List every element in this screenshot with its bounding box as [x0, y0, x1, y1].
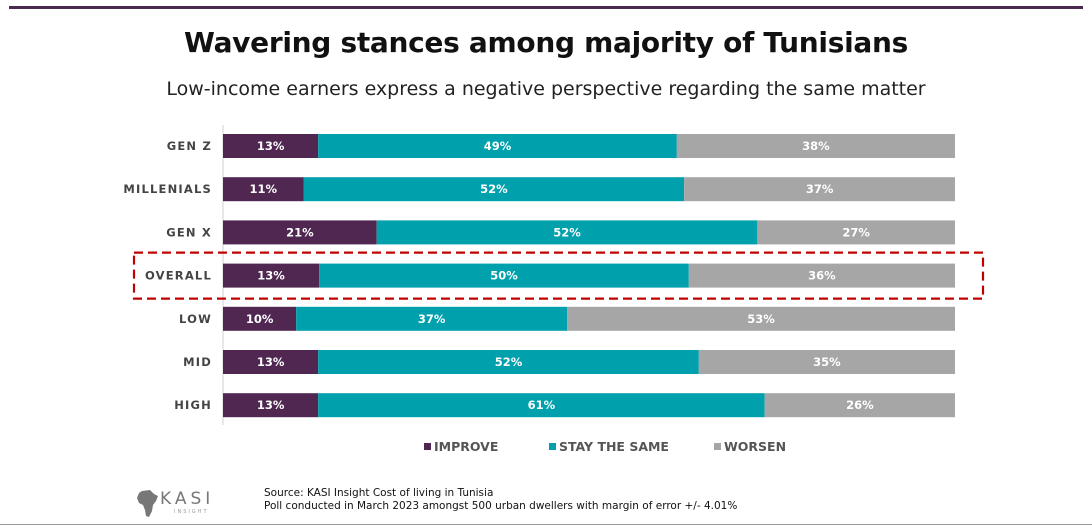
bar-segment-improve: [223, 220, 377, 245]
data-label: 13%: [257, 269, 285, 283]
bar-segment-worsen: [684, 177, 955, 202]
bar-segment-improve: [223, 263, 320, 288]
data-label: 21%: [286, 225, 314, 239]
category-label: OVERALL: [145, 269, 212, 283]
chart-subtitle: Low-income earners express a negative pe…: [166, 78, 926, 100]
africa-map-icon: [137, 490, 158, 517]
bar-segment-worsen: [567, 306, 955, 331]
bar-segment-worsen: [698, 350, 955, 374]
legend-label: WORSEN: [724, 439, 786, 454]
data-label: 13%: [257, 398, 285, 412]
legend-label: IMPROVE: [434, 439, 498, 454]
data-label: 52%: [480, 182, 508, 196]
logo-text: KASI: [160, 489, 215, 509]
data-label: 10%: [246, 312, 274, 326]
category-label: MID: [183, 355, 212, 369]
top-accent-bar: [9, 6, 1083, 9]
bar-segment-improve: [223, 393, 319, 418]
poll-note-line: Poll conducted in March 2023 amongst 500…: [264, 500, 738, 512]
bar-segment-improve: [223, 177, 304, 202]
stacked-bar-chart: GEN Z 13% 49% 38% MILLENIALS 11% 52% 37% GEN X 21…: [123, 125, 985, 454]
category-label: LOW: [179, 312, 212, 326]
bar-segment-improve: [223, 134, 319, 158]
bar-segment-improve: [223, 306, 297, 331]
bar-segment-worsen: [688, 263, 955, 288]
source-line: Source: KASI Insight Cost of living in T…: [264, 487, 494, 499]
bar-segment-stay-the-same: [303, 177, 685, 202]
chart-title: Wavering stances among majority of Tunis…: [184, 26, 908, 59]
data-label: 49%: [484, 139, 512, 153]
data-label: 50%: [490, 269, 518, 283]
data-label: 35%: [813, 355, 841, 369]
data-label: 13%: [257, 355, 285, 369]
overall-highlight-box: [132, 251, 985, 300]
bar-segment-worsen: [757, 220, 955, 245]
data-label: 37%: [806, 182, 834, 196]
bar-segment-stay-the-same: [318, 350, 699, 374]
legend-swatch: [424, 443, 431, 450]
bar-segment-stay-the-same: [296, 306, 568, 331]
category-label: GEN Z: [167, 139, 212, 153]
data-label: 38%: [802, 139, 830, 153]
bottom-divider: [0, 524, 1092, 525]
data-label: 26%: [846, 398, 874, 412]
bar-segment-stay-the-same: [319, 263, 689, 288]
category-label: GEN X: [166, 225, 212, 239]
category-label: MILLENIALS: [123, 182, 212, 196]
data-label: 36%: [808, 269, 836, 283]
legend-swatch: [549, 443, 556, 450]
data-label: 27%: [842, 225, 870, 239]
data-label: 53%: [747, 312, 775, 326]
data-label: 61%: [528, 398, 556, 412]
bar-segment-improve: [223, 350, 319, 374]
bar-segment-worsen: [764, 393, 955, 418]
logo-subtext: INSIGHT: [174, 509, 209, 515]
data-label: 11%: [249, 182, 277, 196]
legend-label: STAY THE SAME: [559, 439, 669, 454]
bar-segment-worsen: [676, 134, 955, 158]
source-note: Source: KASI Insight Cost of living in T…: [264, 487, 737, 513]
bar-segment-stay-the-same: [318, 393, 765, 418]
data-label: 52%: [553, 225, 581, 239]
bar-segment-stay-the-same: [376, 220, 758, 245]
kasi-logo: KASI INSIGHT: [136, 489, 246, 519]
bar-segment-stay-the-same: [318, 134, 677, 158]
data-label: 37%: [418, 312, 446, 326]
category-label: HIGH: [174, 398, 212, 412]
data-label: 52%: [495, 355, 523, 369]
legend-swatch: [714, 443, 721, 450]
data-label: 13%: [257, 139, 285, 153]
